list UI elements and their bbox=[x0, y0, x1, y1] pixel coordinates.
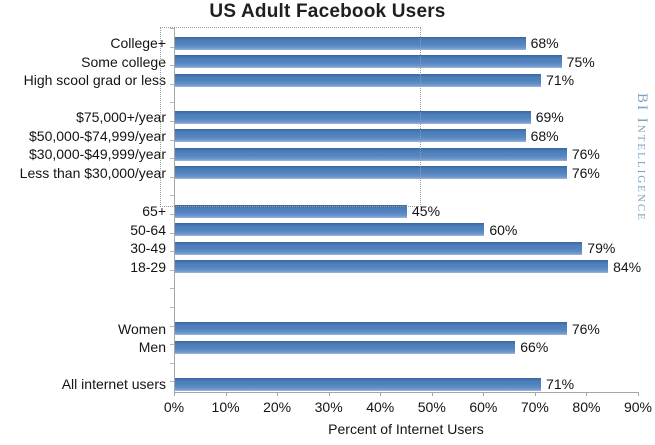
value-label: 68% bbox=[530, 35, 559, 51]
category-label: College+ bbox=[110, 35, 166, 51]
category-label: Some college bbox=[81, 53, 166, 70]
y-axis-tick bbox=[170, 307, 174, 308]
x-axis-tick bbox=[277, 392, 279, 396]
value-label: 60% bbox=[489, 221, 518, 238]
bar-income-2 bbox=[175, 147, 567, 161]
bar-age-1 bbox=[175, 223, 485, 237]
bar-gender-1 bbox=[175, 340, 516, 354]
value-label: 69% bbox=[535, 109, 564, 125]
y-axis-tick bbox=[170, 177, 174, 178]
bar-age-0 bbox=[175, 204, 407, 218]
y-axis-tick bbox=[170, 140, 174, 141]
x-axis-tick bbox=[225, 392, 227, 396]
y-axis-tick bbox=[170, 233, 174, 234]
y-axis-tick bbox=[170, 381, 174, 382]
bar-income-3 bbox=[175, 166, 567, 180]
bi-intelligence-watermark: BI Intelligence bbox=[634, 93, 650, 222]
value-label: 76% bbox=[571, 146, 600, 163]
category-label: High scool grad or less bbox=[23, 72, 166, 89]
category-label: $50,000-$74,999/year bbox=[29, 127, 166, 144]
value-label: 45% bbox=[412, 203, 441, 219]
y-axis-tick bbox=[170, 363, 174, 364]
bar-gender-0 bbox=[175, 322, 567, 335]
value-label: 71% bbox=[546, 72, 575, 89]
x-axis-tick bbox=[174, 392, 175, 396]
y-axis-tick bbox=[170, 28, 174, 29]
category-label: 65+ bbox=[142, 203, 166, 219]
value-label: 84% bbox=[613, 258, 642, 275]
bar-total-0 bbox=[175, 377, 542, 391]
category-label: 18-29 bbox=[130, 258, 166, 275]
bar-education-1 bbox=[175, 55, 562, 69]
value-label: 76% bbox=[571, 164, 600, 181]
category-label: Less than $30,000/year bbox=[19, 164, 166, 181]
y-axis-tick bbox=[170, 344, 174, 345]
y-axis-tick bbox=[170, 326, 174, 327]
x-axis-tick-label: 70% bbox=[520, 399, 549, 415]
y-axis-tick bbox=[170, 47, 174, 48]
y-axis-tick bbox=[170, 195, 174, 196]
x-axis-tick-label: 80% bbox=[572, 399, 601, 415]
category-label: 50-64 bbox=[130, 221, 166, 238]
plot-area bbox=[174, 28, 639, 393]
value-label: 75% bbox=[566, 53, 595, 70]
x-axis-tick bbox=[586, 392, 588, 396]
y-axis-tick bbox=[170, 251, 174, 252]
value-label: 68% bbox=[530, 127, 559, 144]
bar-income-0 bbox=[175, 110, 531, 124]
x-axis-tick bbox=[483, 392, 485, 396]
x-axis-tick-label: 0% bbox=[163, 399, 185, 415]
value-label: 71% bbox=[546, 376, 575, 392]
category-label: 30-49 bbox=[130, 240, 166, 257]
y-axis-tick bbox=[170, 158, 174, 159]
y-axis-tick bbox=[170, 288, 174, 289]
bar-education-0 bbox=[175, 36, 526, 50]
x-axis-tick-label: 10% bbox=[211, 399, 240, 415]
category-label: $30,000-$49,999/year bbox=[29, 146, 166, 163]
category-label: $75,000+/year bbox=[76, 109, 166, 125]
x-axis-tick-label: 90% bbox=[623, 399, 653, 415]
bar-education-2 bbox=[175, 73, 542, 87]
y-axis-tick bbox=[170, 102, 174, 103]
value-label: 76% bbox=[571, 320, 600, 337]
x-axis-tick-label: 30% bbox=[314, 399, 343, 415]
bar-age-2 bbox=[175, 241, 583, 255]
x-axis-title: Percent of Internet Users bbox=[328, 421, 484, 437]
category-label: Women bbox=[118, 320, 166, 337]
x-axis-tick-label: 20% bbox=[263, 399, 292, 415]
x-axis-tick-label: 50% bbox=[417, 399, 446, 415]
x-axis-tick-label: 40% bbox=[366, 399, 395, 415]
x-axis-tick bbox=[380, 392, 382, 396]
x-axis-tick bbox=[328, 392, 330, 396]
chart-title: US Adult Facebook Users bbox=[209, 1, 446, 22]
y-axis-tick bbox=[170, 84, 174, 85]
x-axis-tick bbox=[431, 392, 433, 396]
x-axis-tick-label: 60% bbox=[469, 399, 498, 415]
value-label: 66% bbox=[520, 339, 549, 356]
y-axis-tick bbox=[170, 65, 174, 66]
x-axis-tick bbox=[534, 392, 536, 396]
value-label: 79% bbox=[587, 240, 616, 257]
bar-income-1 bbox=[175, 129, 526, 143]
x-axis-tick bbox=[638, 392, 639, 396]
y-axis-tick bbox=[170, 270, 174, 271]
category-label: Men bbox=[138, 339, 166, 356]
y-axis-tick bbox=[170, 121, 174, 122]
bar-age-3 bbox=[175, 260, 609, 274]
category-label: All internet users bbox=[61, 376, 166, 392]
y-axis-tick bbox=[170, 214, 174, 215]
